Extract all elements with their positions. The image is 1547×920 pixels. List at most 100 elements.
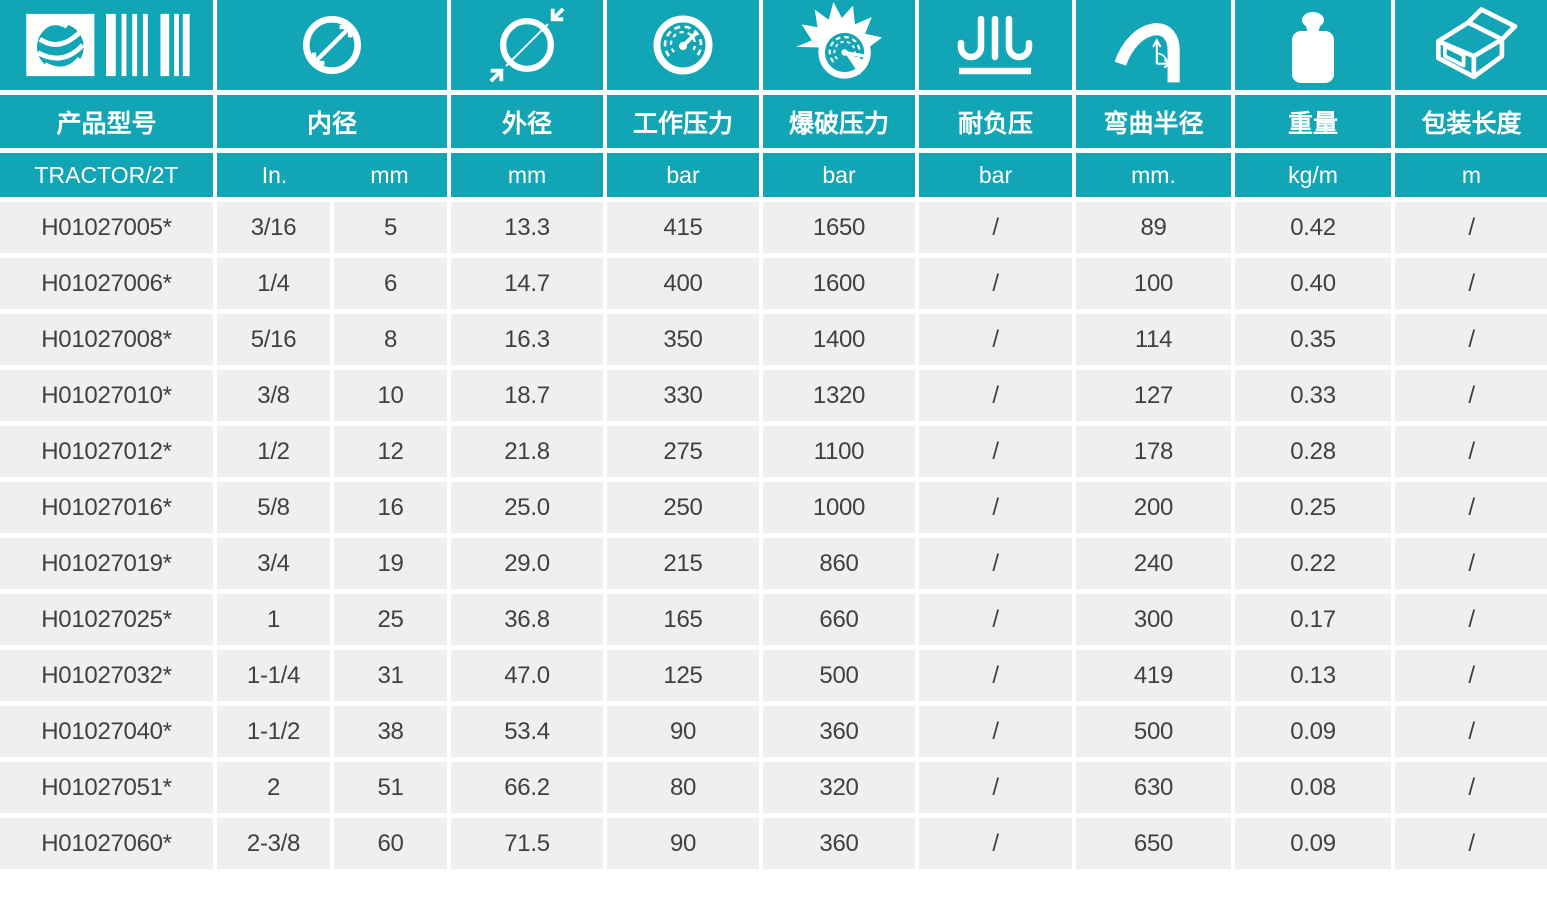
cell-burst-pressure: 1650 — [763, 202, 915, 253]
series-name: TRACTOR/2T — [0, 153, 213, 197]
column-header-inner-diameter: 内径 — [217, 95, 447, 148]
cell-bend-radius: 240 — [1076, 538, 1231, 589]
column-header-bend-radius: 弯曲半径 — [1076, 95, 1231, 148]
column-header-model: 产品型号 — [0, 95, 213, 148]
cell-weight: 0.42 — [1235, 202, 1391, 253]
cell-inner-diameter-in: 3/4 — [217, 538, 330, 589]
cell-inner-diameter-mm: 51 — [334, 762, 447, 813]
unit-package-length: m — [1395, 153, 1547, 197]
inner-diameter-icon — [217, 0, 447, 90]
cell-working-pressure: 330 — [607, 370, 759, 421]
cell-outer-diameter: 21.8 — [451, 426, 603, 477]
cell-working-pressure: 90 — [607, 706, 759, 757]
cell-working-pressure: 125 — [607, 650, 759, 701]
unit-inner-diameter: In. mm — [217, 153, 447, 197]
cell-outer-diameter: 53.4 — [451, 706, 603, 757]
cell-model: H01027060* — [0, 818, 213, 869]
weight-icon — [1235, 0, 1391, 90]
vacuum-resistance-icon — [919, 0, 1072, 90]
logo-barcode-icon — [0, 0, 213, 90]
cell-weight: 0.25 — [1235, 482, 1391, 533]
cell-model: H01027032* — [0, 650, 213, 701]
cell-bend-radius: 89 — [1076, 202, 1231, 253]
cell-inner-diameter-mm: 31 — [334, 650, 447, 701]
unit-inner-diameter-mm: mm — [370, 161, 409, 188]
cell-package-length: / — [1395, 258, 1547, 309]
cell-vacuum-resistance: / — [919, 426, 1072, 477]
burst-pressure-gauge-icon — [763, 0, 915, 90]
cell-bend-radius: 630 — [1076, 762, 1231, 813]
cell-outer-diameter: 18.7 — [451, 370, 603, 421]
cell-vacuum-resistance: / — [919, 594, 1072, 645]
cell-vacuum-resistance: / — [919, 538, 1072, 589]
cell-package-length: / — [1395, 706, 1547, 757]
cell-working-pressure: 165 — [607, 594, 759, 645]
cell-model: H01027005* — [0, 202, 213, 253]
cell-package-length: / — [1395, 202, 1547, 253]
column-header-vacuum-resistance: 耐负压 — [919, 95, 1072, 148]
cell-weight: 0.08 — [1235, 762, 1391, 813]
outer-diameter-icon — [451, 0, 603, 90]
cell-outer-diameter: 36.8 — [451, 594, 603, 645]
cell-model: H01027051* — [0, 762, 213, 813]
cell-vacuum-resistance: / — [919, 258, 1072, 309]
cell-package-length: / — [1395, 314, 1547, 365]
cell-inner-diameter-mm: 16 — [334, 482, 447, 533]
cell-burst-pressure: 1320 — [763, 370, 915, 421]
cell-weight: 0.09 — [1235, 818, 1391, 869]
cell-inner-diameter-mm: 19 — [334, 538, 447, 589]
cell-working-pressure: 215 — [607, 538, 759, 589]
cell-burst-pressure: 660 — [763, 594, 915, 645]
cell-working-pressure: 275 — [607, 426, 759, 477]
cell-vacuum-resistance: / — [919, 370, 1072, 421]
cell-vacuum-resistance: / — [919, 762, 1072, 813]
cell-burst-pressure: 1400 — [763, 314, 915, 365]
cell-model: H01027006* — [0, 258, 213, 309]
cell-model: H01027040* — [0, 706, 213, 757]
cell-working-pressure: 350 — [607, 314, 759, 365]
cell-bend-radius: 114 — [1076, 314, 1231, 365]
cell-inner-diameter-in: 1 — [217, 594, 330, 645]
cell-inner-diameter-in: 5/16 — [217, 314, 330, 365]
cell-package-length: / — [1395, 482, 1547, 533]
unit-outer-diameter: mm — [451, 153, 603, 197]
cell-bend-radius: 300 — [1076, 594, 1231, 645]
unit-working-pressure: bar — [607, 153, 759, 197]
cell-inner-diameter-mm: 60 — [334, 818, 447, 869]
package-box-icon — [1395, 0, 1547, 90]
cell-inner-diameter-mm: 8 — [334, 314, 447, 365]
cell-outer-diameter: 66.2 — [451, 762, 603, 813]
cell-model: H01027010* — [0, 370, 213, 421]
unit-inner-diameter-in: In. — [261, 161, 288, 188]
cell-package-length: / — [1395, 762, 1547, 813]
cell-vacuum-resistance: / — [919, 314, 1072, 365]
cell-package-length: / — [1395, 818, 1547, 869]
cell-working-pressure: 250 — [607, 482, 759, 533]
cell-weight: 0.22 — [1235, 538, 1391, 589]
cell-working-pressure: 400 — [607, 258, 759, 309]
cell-inner-diameter-in: 1/2 — [217, 426, 330, 477]
cell-model: H01027019* — [0, 538, 213, 589]
cell-outer-diameter: 16.3 — [451, 314, 603, 365]
column-header-package-length: 包装长度 — [1395, 95, 1547, 148]
cell-working-pressure: 415 — [607, 202, 759, 253]
cell-burst-pressure: 860 — [763, 538, 915, 589]
cell-inner-diameter-in: 2-3/8 — [217, 818, 330, 869]
cell-weight: 0.33 — [1235, 370, 1391, 421]
cell-burst-pressure: 1600 — [763, 258, 915, 309]
cell-weight: 0.09 — [1235, 706, 1391, 757]
cell-outer-diameter: 25.0 — [451, 482, 603, 533]
cell-outer-diameter: 47.0 — [451, 650, 603, 701]
cell-inner-diameter-in: 1-1/4 — [217, 650, 330, 701]
cell-inner-diameter-in: 1-1/2 — [217, 706, 330, 757]
unit-burst-pressure: bar — [763, 153, 915, 197]
cell-inner-diameter-mm: 12 — [334, 426, 447, 477]
cell-burst-pressure: 320 — [763, 762, 915, 813]
cell-burst-pressure: 360 — [763, 706, 915, 757]
cell-inner-diameter-mm: 38 — [334, 706, 447, 757]
cell-burst-pressure: 500 — [763, 650, 915, 701]
cell-weight: 0.17 — [1235, 594, 1391, 645]
bend-radius-icon — [1076, 0, 1231, 90]
cell-burst-pressure: 1100 — [763, 426, 915, 477]
unit-bend-radius: mm. — [1076, 153, 1231, 197]
